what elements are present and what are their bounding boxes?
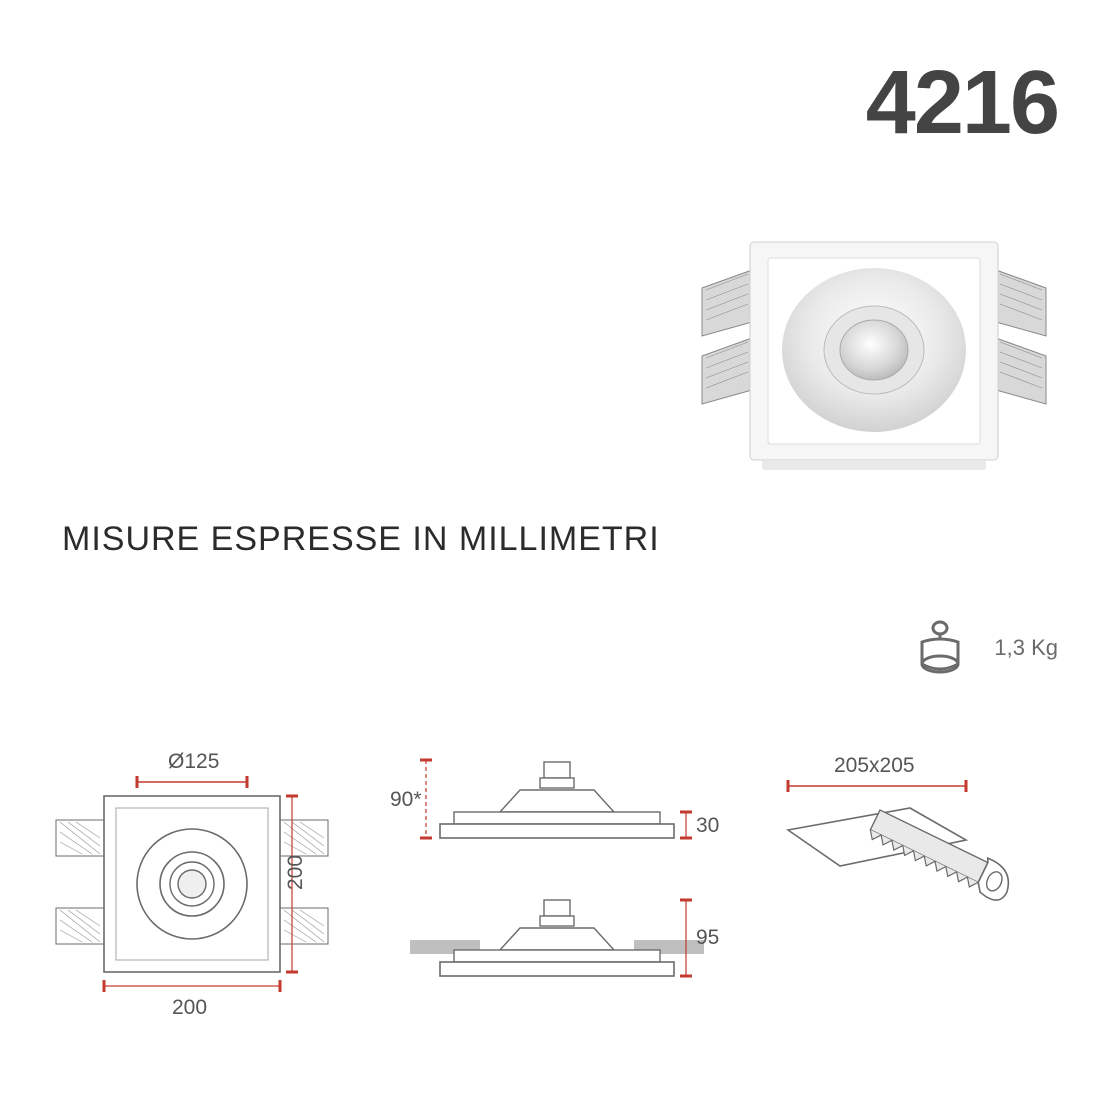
- depth-label: 95: [696, 926, 719, 949]
- tech-drawing-side-views: 90* 30: [390, 750, 730, 1050]
- diameter-label: Ø125: [168, 750, 219, 773]
- height-label: 200: [284, 855, 307, 890]
- product-rendering: [690, 210, 1060, 500]
- cut-size-label: 205x205: [834, 754, 915, 777]
- width-label: 200: [172, 996, 207, 1019]
- plate-height-label: 30: [696, 814, 719, 837]
- total-height-label: 90*: [390, 788, 422, 811]
- units-title: MISURE ESPRESSE IN MILLIMETRI: [62, 520, 660, 559]
- tech-drawing-top-view: Ø125: [50, 750, 350, 1050]
- product-number: 4216: [866, 52, 1058, 155]
- weight-value: 1,3 Kg: [994, 635, 1058, 661]
- weight-icon: [912, 618, 968, 678]
- tech-drawing-cut-size: 205x205: [770, 750, 1030, 950]
